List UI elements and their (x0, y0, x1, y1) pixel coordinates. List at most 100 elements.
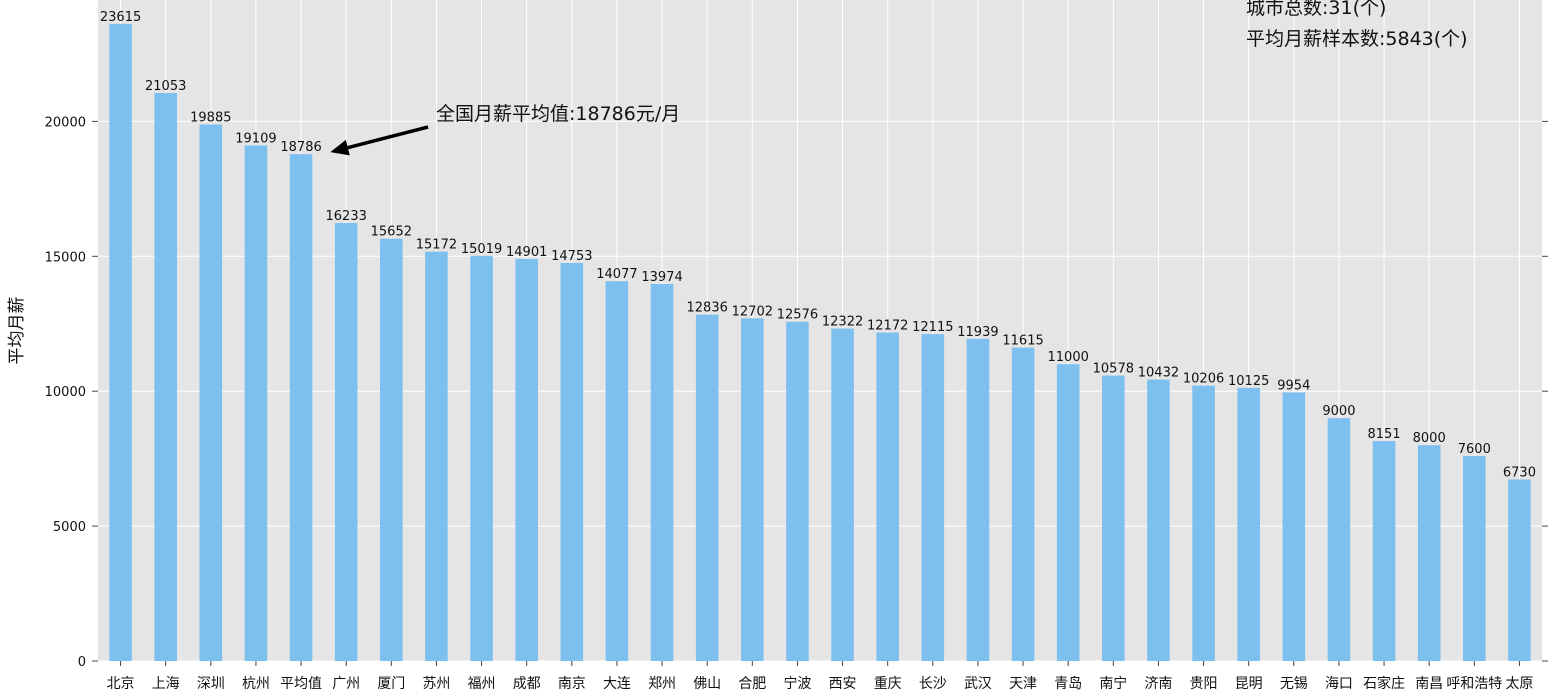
bar-南宁 (1102, 375, 1125, 661)
data-label: 14753 (551, 249, 592, 264)
bar-成都 (515, 258, 538, 661)
data-label: 11939 (957, 325, 998, 340)
data-label: 21053 (145, 79, 186, 94)
bar-深圳 (199, 124, 223, 662)
bar-昆明 (1237, 387, 1260, 661)
x-tick-label: 杭州 (242, 676, 270, 692)
x-tick-label: 上海 (152, 676, 180, 692)
data-label: 11000 (1048, 350, 1089, 365)
data-label: 14901 (506, 245, 547, 260)
data-label: 10206 (1183, 372, 1224, 387)
x-tick-label: 海口 (1325, 676, 1353, 692)
y-tick-label: 10000 (45, 385, 86, 400)
bar-青岛 (1056, 364, 1080, 661)
plot-area (98, 0, 1542, 661)
bar-福州 (470, 255, 493, 661)
x-tick-label: 天津 (1009, 676, 1037, 692)
x-tick-label: 太原 (1505, 676, 1533, 692)
sample-total-stat: 平均月薪样本数:5843(个) (1246, 28, 1468, 50)
x-tick-label: 无锡 (1280, 676, 1308, 692)
x-tick-label: 深圳 (197, 676, 225, 692)
bar-太原 (1508, 479, 1531, 661)
x-tick-label: 合肥 (738, 676, 766, 692)
data-label: 9000 (1322, 404, 1355, 419)
data-label: 8000 (1413, 431, 1446, 446)
y-axis-label: 平均月薪 (7, 297, 27, 365)
x-tick-label: 呼和浩特 (1446, 676, 1502, 692)
x-tick-label: 福州 (468, 676, 496, 692)
x-tick-label: 郑州 (648, 676, 676, 692)
data-label: 12576 (777, 308, 818, 323)
x-tick-label: 厦门 (377, 676, 405, 692)
bar-海口 (1327, 418, 1351, 661)
data-label: 14077 (596, 267, 637, 282)
data-label: 15019 (461, 242, 502, 257)
data-label: 15172 (416, 238, 457, 253)
bar-上海 (154, 92, 177, 661)
x-tick-label: 长沙 (919, 676, 947, 692)
bar-宁波 (786, 321, 809, 661)
bar-济南 (1147, 379, 1170, 661)
bar-重庆 (876, 332, 899, 661)
data-label: 23615 (100, 10, 141, 25)
bar-南昌 (1417, 445, 1441, 661)
x-tick-label: 广州 (332, 676, 360, 692)
y-tick-label: 5000 (53, 520, 86, 535)
data-label: 19885 (190, 111, 231, 126)
data-label: 19109 (235, 131, 276, 146)
data-label: 15652 (371, 225, 412, 240)
x-tick-label: 平均值 (280, 676, 322, 692)
x-tick-label: 北京 (107, 676, 135, 692)
x-tick-label: 苏州 (422, 676, 450, 692)
x-tick-label: 大连 (603, 676, 631, 692)
bar-西安 (831, 328, 854, 661)
bar-广州 (334, 223, 358, 661)
x-tick-label: 宁波 (783, 675, 811, 692)
x-tick-label: 昆明 (1235, 676, 1263, 692)
x-tick-label: 贵阳 (1190, 676, 1218, 692)
x-tick-label: 南宁 (1099, 675, 1127, 692)
data-label: 7600 (1458, 442, 1491, 457)
data-label: 11615 (1002, 334, 1043, 349)
data-label: 12322 (822, 315, 863, 330)
bar-佛山 (695, 314, 719, 661)
x-tick-label: 青岛 (1054, 676, 1082, 692)
bar-石家庄 (1372, 441, 1396, 661)
data-label: 12115 (912, 320, 953, 335)
bar-呼和浩特 (1463, 455, 1486, 661)
x-tick-label: 武汉 (964, 676, 992, 692)
bar-长沙 (921, 334, 945, 661)
bar-北京 (109, 23, 132, 661)
annotation-text: 全国月薪平均值:18786元/月 (436, 103, 680, 125)
bar-贵阳 (1192, 385, 1215, 661)
data-label: 12702 (732, 304, 773, 319)
x-tick-label: 济南 (1144, 676, 1172, 692)
annotation-arrow (347, 125, 429, 150)
city-total-stat: 城市总数:31(个) (1246, 0, 1386, 19)
bar-大连 (605, 281, 629, 661)
bar-天津 (1011, 347, 1035, 661)
bar-郑州 (650, 283, 674, 661)
y-tick-label: 15000 (45, 250, 86, 265)
x-tick-label: 石家庄 (1363, 675, 1405, 692)
bar-南京 (560, 262, 584, 661)
x-tick-label: 佛山 (693, 676, 721, 692)
bar-杭州 (244, 145, 268, 662)
y-tick-label: 0 (78, 655, 86, 670)
data-label: 12836 (687, 301, 728, 316)
data-label: 9954 (1277, 378, 1310, 393)
x-tick-label: 南昌 (1415, 676, 1443, 692)
x-tick-label: 重庆 (874, 676, 902, 692)
data-label: 10125 (1228, 374, 1269, 389)
data-label: 10432 (1138, 366, 1179, 381)
x-tick-label: 西安 (829, 676, 857, 692)
bar-苏州 (425, 251, 448, 661)
bar-厦门 (380, 238, 403, 661)
data-label: 6730 (1503, 465, 1536, 480)
data-label: 16233 (326, 209, 367, 224)
data-label: 18786 (280, 140, 321, 155)
data-label: 12172 (867, 319, 908, 334)
data-label: 8151 (1368, 427, 1401, 442)
x-tick-label: 成都 (513, 676, 541, 692)
